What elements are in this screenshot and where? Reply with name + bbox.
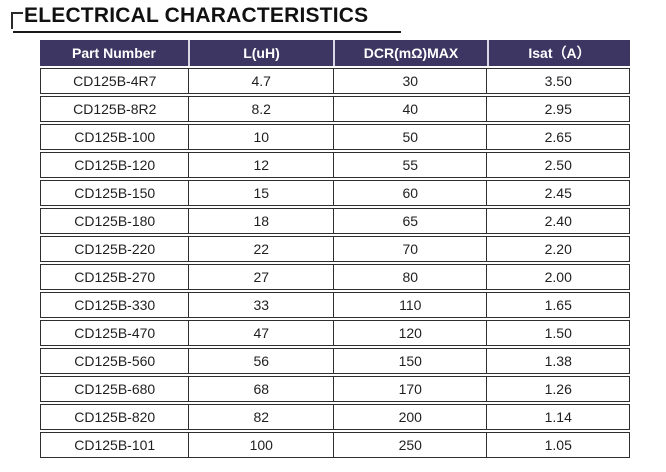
- inductance-cell: 68: [188, 377, 333, 401]
- part-number-cell: CD125B-101: [74, 437, 156, 453]
- part-number-cell: CD125B-270: [74, 269, 156, 285]
- table-row: CD125B-4R7 4.7 30 3.50: [40, 68, 630, 94]
- inductance-cell: 12: [188, 153, 333, 177]
- dcr-cell: 65: [333, 209, 486, 233]
- part-number-cell: CD125B-120: [74, 157, 156, 173]
- part-number-cell: CD125B-220: [74, 241, 156, 257]
- dcr-cell: 80: [333, 265, 486, 289]
- inductance-cell: 22: [188, 237, 333, 261]
- inductance-cell: 82: [188, 405, 333, 429]
- dcr-cell: 55: [333, 153, 486, 177]
- table-row: CD125B-100 10 50 2.65: [40, 124, 630, 150]
- inductance-cell: 4.7: [188, 69, 333, 93]
- dcr-cell: 70: [333, 237, 486, 261]
- table-row: CD125B-820 82 200 1.14: [40, 404, 630, 430]
- isat-cell: 2.50: [486, 153, 629, 177]
- table-row: CD125B-120 12 55 2.50: [40, 152, 630, 178]
- page-title: ELECTRICAL CHARACTERISTICS: [24, 4, 369, 27]
- part-number-cell: CD125B-100: [74, 129, 156, 145]
- part-number-cell: CD125B-560: [74, 353, 156, 369]
- isat-cell: 1.26: [486, 377, 629, 401]
- table-row: CD125B-180 18 65 2.40: [40, 208, 630, 234]
- table-row: CD125B-560 56 150 1.38: [40, 348, 630, 374]
- table-row: CD125B-680 68 170 1.26: [40, 376, 630, 402]
- dcr-cell: 150: [333, 349, 486, 373]
- table-header-row: Part Number L(uH) DCR(mΩ)MAX Isat（A）: [40, 40, 630, 66]
- table-row: CD125B-220 22 70 2.20: [40, 236, 630, 262]
- isat-cell: 2.95: [486, 97, 629, 121]
- isat-cell: 2.00: [486, 265, 629, 289]
- header-inductance: L(uH): [188, 40, 333, 66]
- inductance-cell: 27: [188, 265, 333, 289]
- inductance-cell: 33: [188, 293, 333, 317]
- table-body: CD125B-4R7 4.7 30 3.50 CD125B-8R2 8.2 40…: [40, 68, 630, 458]
- isat-cell: 2.45: [486, 181, 629, 205]
- part-number-cell: CD125B-330: [74, 297, 156, 313]
- table-row: CD125B-330 33 110 1.65: [40, 292, 630, 318]
- isat-cell: 1.14: [486, 405, 629, 429]
- table-row: CD125B-470 47 120 1.50: [40, 320, 630, 346]
- dcr-cell: 110: [333, 293, 486, 317]
- dcr-cell: 60: [333, 181, 486, 205]
- dcr-cell: 120: [333, 321, 486, 345]
- isat-cell: 2.20: [486, 237, 629, 261]
- isat-cell: 1.65: [486, 293, 629, 317]
- inductance-cell: 15: [188, 181, 333, 205]
- isat-cell: 2.40: [486, 209, 629, 233]
- part-number-cell: CD125B-820: [74, 409, 156, 425]
- header-isat: Isat（A）: [487, 40, 630, 66]
- table-row: CD125B-8R2 8.2 40 2.95: [40, 96, 630, 122]
- section-title-block: ELECTRICAL CHARACTERISTICS: [0, 0, 666, 36]
- dcr-cell: 250: [333, 433, 486, 457]
- electrical-characteristics-table: Part Number L(uH) DCR(mΩ)MAX Isat（A） CD1…: [40, 40, 630, 460]
- dcr-cell: 170: [333, 377, 486, 401]
- inductance-cell: 100: [188, 433, 333, 457]
- header-part-number: Part Number: [71, 45, 157, 61]
- part-number-cell: CD125B-4R7: [73, 73, 157, 89]
- table-row: CD125B-150 15 60 2.45: [40, 180, 630, 206]
- header-dcr-max: DCR(mΩ)MAX: [333, 40, 487, 66]
- dcr-cell: 50: [333, 125, 486, 149]
- dcr-cell: 200: [333, 405, 486, 429]
- part-number-cell: CD125B-180: [74, 213, 156, 229]
- isat-cell: 1.05: [486, 433, 629, 457]
- title-underline: [13, 31, 401, 33]
- isat-cell: 3.50: [486, 69, 629, 93]
- part-number-cell: CD125B-8R2: [73, 101, 157, 117]
- isat-cell: 1.50: [486, 321, 629, 345]
- part-number-cell: CD125B-150: [74, 185, 156, 201]
- corner-bracket-icon: [11, 12, 23, 29]
- inductance-cell: 47: [188, 321, 333, 345]
- isat-cell: 1.38: [486, 349, 629, 373]
- part-number-cell: CD125B-680: [74, 381, 156, 397]
- inductance-cell: 10: [188, 125, 333, 149]
- inductance-cell: 56: [188, 349, 333, 373]
- isat-cell: 2.65: [486, 125, 629, 149]
- part-number-cell: CD125B-470: [74, 325, 156, 341]
- dcr-cell: 40: [333, 97, 486, 121]
- inductance-cell: 18: [188, 209, 333, 233]
- dcr-cell: 30: [333, 69, 486, 93]
- table-row: CD125B-101 100 250 1.05: [40, 432, 630, 458]
- inductance-cell: 8.2: [188, 97, 333, 121]
- table-row: CD125B-270 27 80 2.00: [40, 264, 630, 290]
